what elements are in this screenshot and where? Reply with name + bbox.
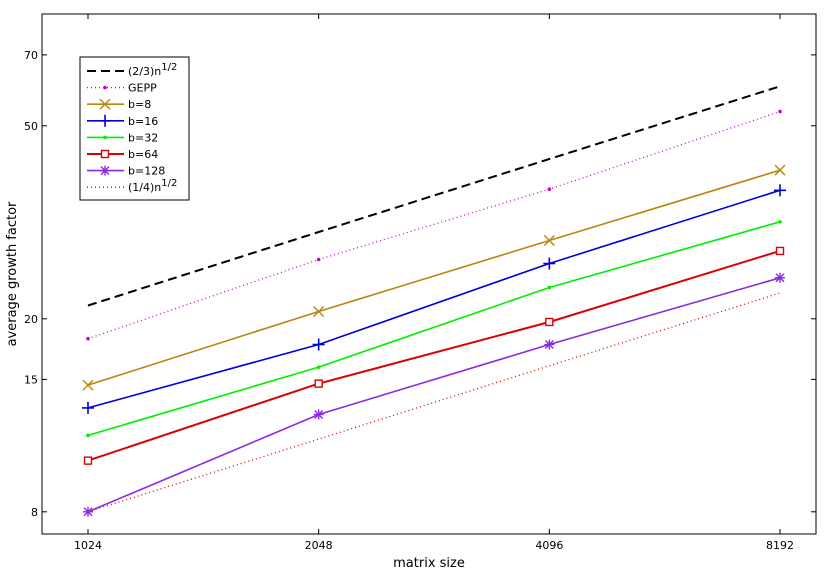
data-point-gepp: [316, 257, 321, 262]
data-point-b16: [312, 338, 325, 351]
x-tick-label: 4096: [535, 539, 563, 552]
data-point-b32: [316, 365, 321, 369]
legend-box: [79, 56, 190, 201]
data-point-b16: [543, 257, 556, 270]
legend-marker-b64: [100, 149, 110, 159]
data-point-gepp: [778, 109, 782, 114]
data-point-b128: [544, 339, 555, 350]
data-point-b64: [545, 317, 554, 327]
x-tick-label: 1024: [74, 539, 102, 552]
series-line-b128: [87, 277, 781, 513]
data-point-b16: [774, 184, 786, 197]
series-line-b16: [87, 189, 781, 409]
legend-label-b8: b=8: [128, 98, 151, 111]
data-point-b128: [313, 409, 324, 420]
series-line-b64: [87, 249, 781, 462]
legend-marker-b8: [99, 98, 111, 110]
y-tick-label: 50: [24, 120, 38, 133]
data-point-b8: [313, 306, 325, 318]
data-point-b32: [778, 219, 782, 224]
data-point-b64: [83, 456, 93, 465]
y-axis-label: average growth factor: [5, 201, 20, 346]
data-point-b8: [774, 164, 786, 176]
legend-label-gepp: GEPP: [128, 82, 157, 95]
legend-marker-b32: [103, 135, 107, 140]
data-point-b16: [82, 401, 94, 414]
legend: (2/3)n1/2GEPPb=8b=16b=32b=64b=128(1/4)n1…: [79, 56, 190, 201]
data-point-b64: [775, 246, 785, 256]
series-line-b32: [87, 221, 781, 437]
legend-label-b16: b=16: [128, 115, 158, 128]
legend-label-b128: b=128: [128, 165, 165, 178]
x-tick-label: 2048: [305, 539, 333, 552]
y-tick-label: 8: [31, 506, 38, 519]
series-line-gepp: [87, 110, 781, 340]
legend-marker-b128: [100, 165, 110, 176]
y-tick-label: 70: [24, 49, 38, 62]
data-point-b64: [314, 379, 323, 388]
legend-label-b64: b=64: [128, 148, 158, 161]
data-point-b8: [82, 379, 94, 391]
data-point-b32: [86, 433, 90, 438]
data-point-b8: [543, 235, 555, 247]
y-tick-label: 20: [24, 313, 38, 326]
data-point-b32: [547, 285, 552, 290]
data-point-b128: [83, 506, 93, 517]
legend-marker-b16: [99, 114, 111, 127]
legend-marker-gepp: [103, 85, 107, 90]
data-point-gepp: [547, 187, 552, 192]
data-point-b128: [775, 272, 785, 283]
y-tick-label: 15: [24, 373, 38, 386]
x-tick-label: 8192: [766, 539, 794, 552]
data-point-gepp: [86, 336, 90, 341]
legend-label-b32: b=32: [128, 131, 158, 144]
series-line-s14: [87, 292, 781, 513]
x-axis-label: matrix size: [393, 556, 465, 571]
series-line-b8: [87, 169, 781, 386]
series-line-s23: [87, 85, 781, 307]
